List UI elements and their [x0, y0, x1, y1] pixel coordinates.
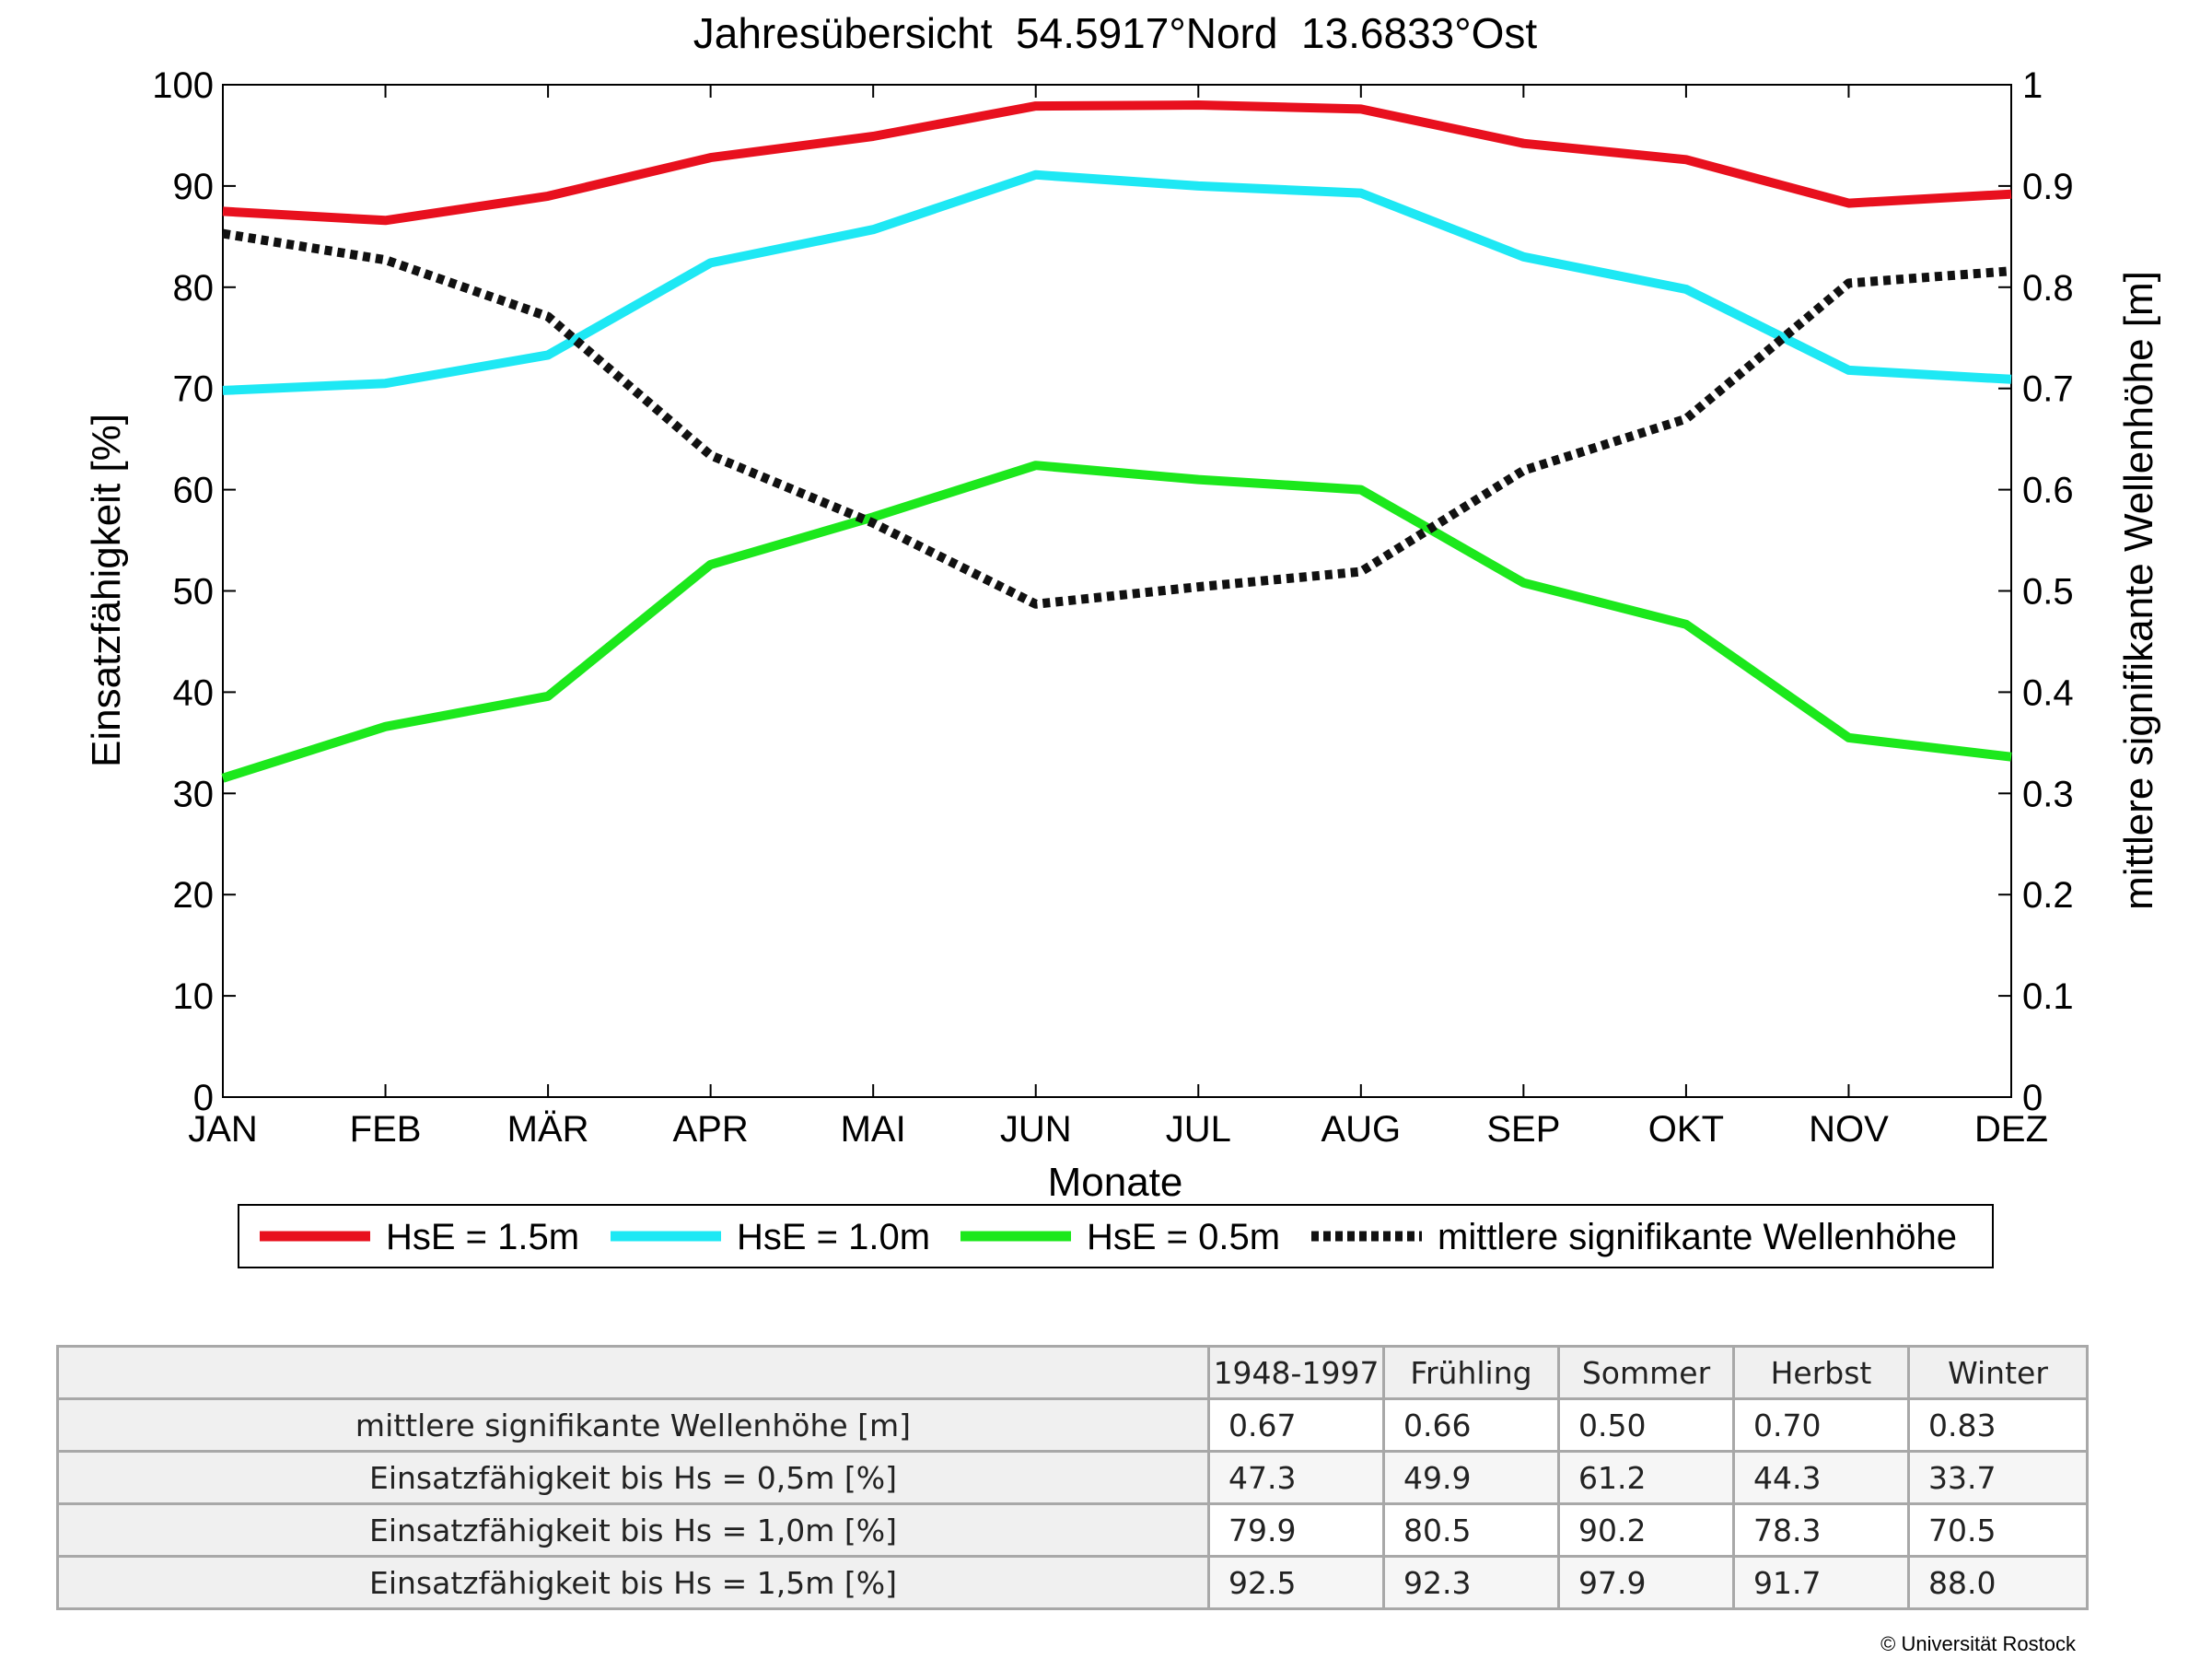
table-row-label: Einsatzfähigkeit bis Hs = 0,5m [%] — [56, 1450, 1210, 1505]
y-tick-label: 70 — [173, 369, 215, 410]
table-header-cell: Winter — [1907, 1345, 2089, 1400]
table-header-row: 1948-1997 Frühling Sommer Herbst Winter — [56, 1345, 2089, 1400]
y2-tick-label: 0.5 — [2022, 572, 2074, 613]
table-row: Einsatzfähigkeit bis Hs = 0,5m [%] 47.3 … — [56, 1450, 2089, 1505]
table-cell: 70.5 — [1907, 1502, 2089, 1558]
x-tick-label: OKT — [1648, 1109, 1724, 1150]
legend-label: HsE = 1.5m — [386, 1217, 579, 1257]
x-tick-label: FEB — [350, 1109, 422, 1150]
y-tick-label: 10 — [173, 976, 215, 1017]
table-cell: 0.83 — [1907, 1397, 2089, 1453]
table-cell: 61.2 — [1557, 1450, 1735, 1505]
x-axis-label: Monate — [1048, 1160, 1183, 1205]
series-line-2 — [222, 169, 2012, 395]
y2-tick-label: 0.9 — [2022, 167, 2074, 207]
table-header-cell: 1948-1997 — [1207, 1345, 1385, 1400]
table-cell: 78.3 — [1732, 1502, 1910, 1558]
left-axis: 0 10 20 30 40 50 60 70 80 90 100 — [152, 65, 236, 1118]
summary-table: 1948-1997 Frühling Sommer Herbst Winter … — [56, 1345, 2089, 1610]
y-tick-label: 0 — [193, 1078, 214, 1118]
table-row: mittlere signifikante Wellenhöhe [m] 0.6… — [56, 1397, 2089, 1453]
table-cell: 88.0 — [1907, 1555, 2089, 1610]
y-tick-label: 20 — [173, 875, 215, 916]
series-line-1 — [222, 100, 2012, 226]
table-cell: 0.66 — [1382, 1397, 1560, 1453]
x-tick-label: NOV — [1809, 1109, 1889, 1150]
right-axis: 0 0.1 0.2 0.3 0.4 0.5 0.6 0.7 0.8 0.9 1 — [1998, 65, 2074, 1118]
x-axis: JAN FEB MÄR APR MAI JUN JUL AUG SEP OKT NOV DEZ — [188, 85, 2048, 1150]
x-tick-label: MÄR — [507, 1109, 589, 1150]
x-tick-label: AUG — [1321, 1109, 1401, 1150]
legend-box — [238, 1204, 1994, 1268]
y-tick-label: 90 — [173, 167, 215, 207]
series-layer — [221, 100, 2012, 783]
series-line-3 — [221, 461, 2012, 783]
table-header-cell: Frühling — [1382, 1345, 1560, 1400]
y-tick-label: 40 — [173, 672, 215, 713]
copyright-notice: © Universität Rostock — [1880, 1632, 2076, 1655]
table-cell: 0.70 — [1732, 1397, 1910, 1453]
table-cell: 92.5 — [1207, 1555, 1385, 1610]
y2-tick-label: 0.8 — [2022, 268, 2074, 309]
table-header-cell: Sommer — [1557, 1345, 1735, 1400]
y-tick-label: 80 — [173, 268, 215, 309]
x-tick-label: JUN — [1000, 1109, 1072, 1150]
table-row-label: Einsatzfähigkeit bis Hs = 1,0m [%] — [56, 1502, 1210, 1558]
y-tick-label: 50 — [173, 572, 215, 613]
plot-area — [222, 84, 2012, 1098]
y2-tick-label: 0.7 — [2022, 369, 2074, 410]
table-cell: 0.50 — [1557, 1397, 1735, 1453]
y-tick-label: 60 — [173, 471, 215, 511]
table-cell: 49.9 — [1382, 1450, 1560, 1505]
x-tick-label: JUL — [1166, 1109, 1231, 1150]
y2-axis-label: mittlere signifikante Wellenhöhe [m] — [2116, 271, 2161, 910]
legend: HsE = 1.5m HsE = 1.0m HsE = 0.5m mittlere s… — [238, 1204, 1994, 1268]
x-tick-label: APR — [673, 1109, 749, 1150]
x-tick-label: MAI — [841, 1109, 906, 1150]
table-header-blank — [56, 1345, 1210, 1400]
legend-label: mittlere signifikante Wellenhöhe — [1438, 1217, 1957, 1257]
table-row-label: mittlere signifikante Wellenhöhe [m] — [56, 1397, 1210, 1453]
y2-tick-label: 0.3 — [2022, 774, 2074, 814]
table-row-label: Einsatzfähigkeit bis Hs = 1,5m [%] — [56, 1555, 1210, 1610]
table-cell: 47.3 — [1207, 1450, 1385, 1505]
y2-tick-label: 0.4 — [2022, 672, 2074, 713]
table-cell: 97.9 — [1557, 1555, 1735, 1610]
y-tick-label: 30 — [173, 774, 215, 814]
y2-tick-label: 0.6 — [2022, 471, 2074, 511]
legend-label: HsE = 1.0m — [737, 1217, 930, 1257]
chart-title: Jahresübersicht 54.5917°Nord 13.6833°Ost — [693, 9, 1538, 57]
x-tick-label: JAN — [188, 1109, 258, 1150]
chart: Jahresübersicht 54.5917°Nord 13.6833°Ost… — [84, 9, 2161, 1268]
table-cell: 90.2 — [1557, 1502, 1735, 1558]
x-tick-label: SEP — [1486, 1109, 1560, 1150]
y-tick-label: 100 — [152, 65, 214, 106]
x-tick-label: DEZ — [1974, 1109, 2048, 1150]
table-row: Einsatzfähigkeit bis Hs = 1,5m [%] 92.5 … — [56, 1555, 2089, 1610]
y2-tick-label: 0 — [2022, 1078, 2043, 1118]
table-cell: 80.5 — [1382, 1502, 1560, 1558]
y2-tick-label: 0.2 — [2022, 875, 2074, 916]
table-cell: 92.3 — [1382, 1555, 1560, 1610]
table-header-cell: Herbst — [1732, 1345, 1910, 1400]
legend-label: HsE = 0.5m — [1087, 1217, 1280, 1257]
table-cell: 33.7 — [1907, 1450, 2089, 1505]
y-axis-label: Einsatzfähigkeit [%] — [84, 414, 129, 767]
y2-tick-label: 1 — [2022, 65, 2043, 106]
table-cell: 91.7 — [1732, 1555, 1910, 1610]
y2-tick-label: 0.1 — [2022, 976, 2074, 1017]
table-cell: 79.9 — [1207, 1502, 1385, 1558]
table-row: Einsatzfähigkeit bis Hs = 1,0m [%] 79.9 … — [56, 1502, 2089, 1558]
table-cell: 44.3 — [1732, 1450, 1910, 1505]
table-cell: 0.67 — [1207, 1397, 1385, 1453]
